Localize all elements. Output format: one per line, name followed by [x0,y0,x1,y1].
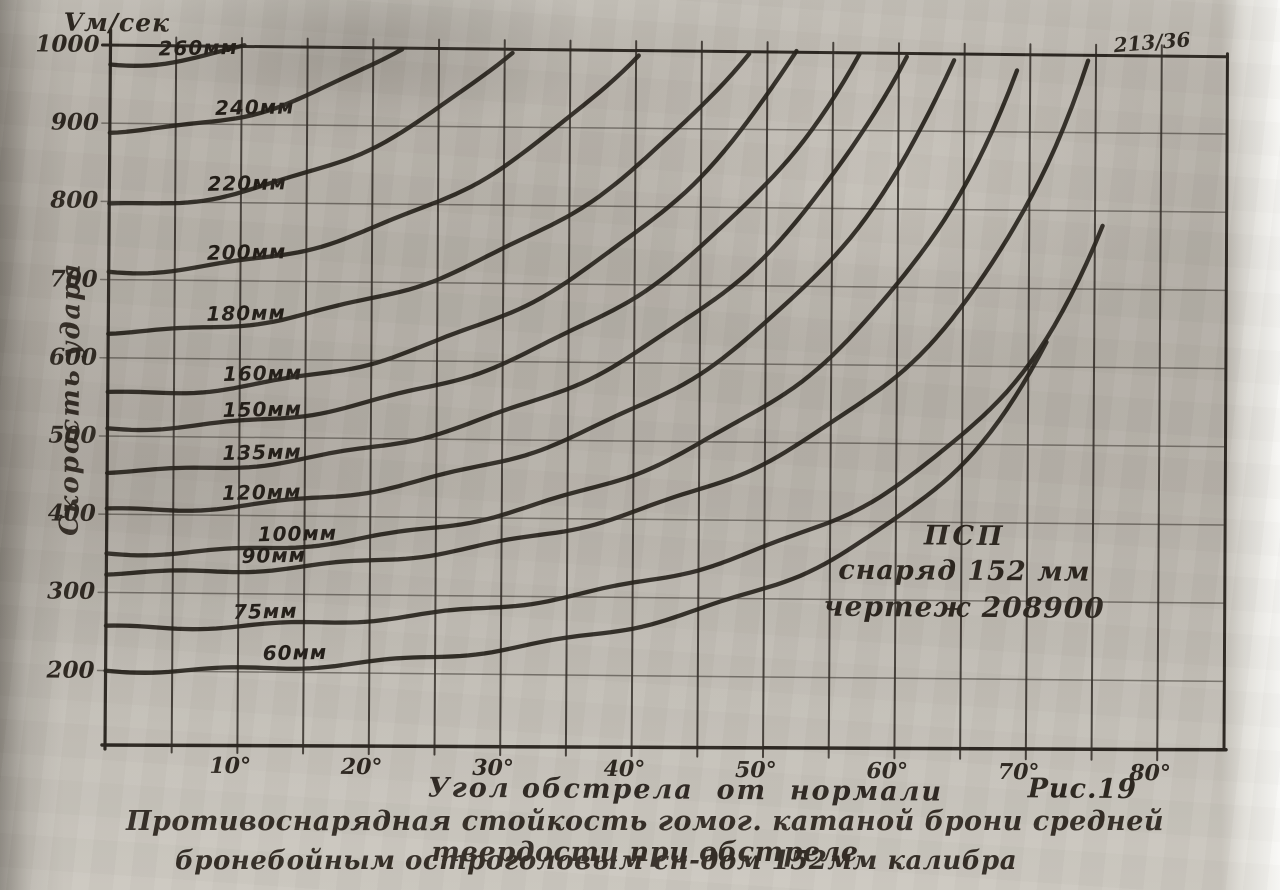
armor-curve-75мм [103,223,1105,632]
grid-line [100,743,1228,752]
grid-line [1090,43,1098,761]
curve-label-240мм: 240мм [214,94,295,120]
grid-line [499,39,506,757]
armor-curve-135мм [104,54,909,476]
grid-line [1156,44,1163,762]
annotation-line-psp: ПСП [923,520,1006,553]
armor-curve-260мм [108,43,247,68]
grid-line [433,38,441,756]
curve-label-180мм: 180мм [206,300,287,326]
y-tick-1000: 1000 [35,30,100,58]
grid-line [1222,52,1229,752]
grid-line [100,43,1229,59]
armor-curve-150мм [105,52,862,433]
grid-line [98,513,1225,526]
grid-line [761,41,769,759]
grid-line [302,37,309,755]
curve-label-120мм: 120мм [221,479,302,505]
caption-line-2: бронебойным остроголовым сн-дом 152мм ка… [175,846,1018,876]
grid-line [959,42,966,760]
grid-line [893,42,901,760]
grid-line [630,40,638,758]
y-tick-800: 800 [50,186,99,215]
grid-line [696,40,703,758]
figure-number: Рис.19 [1027,773,1138,806]
caption-line-1: Противоснарядная стойкость гомог. катано… [125,806,1165,868]
grid-line [99,356,1226,370]
armor-curve-160мм [105,48,799,396]
grid-line [827,41,835,759]
curve-label-60мм: 60мм [262,640,328,666]
y-tick-600: 600 [48,343,98,371]
curve-label-160мм: 160мм [222,360,303,387]
x-axis-title: Угол обстрела от нормали [427,772,944,808]
curve-label-135мм: 135мм [222,439,303,466]
armor-curve-180мм [106,51,752,336]
grid-line [101,122,1228,135]
y-tick-900: 900 [50,108,99,137]
armor-curve-100мм [104,68,1020,558]
annotation-line-drawing: чертеж 208900 [823,589,1105,625]
y-tick-400: 400 [47,499,96,528]
curve-label-90мм: 90мм [241,542,307,568]
grid-line [564,39,572,757]
curve-label-75мм: 75мм [232,598,298,624]
armor-curve-240мм [107,47,405,135]
grid-line [236,37,243,755]
armor-curve-60мм [103,339,1049,675]
grid-line [98,435,1226,448]
y-tick-200: 200 [46,656,95,684]
armor-curve-220мм [107,50,515,206]
grid-line [1024,43,1032,761]
grid-line [367,38,375,756]
grid-line [100,200,1227,213]
x-tick-10°: 10° [209,752,252,780]
armor-curve-90мм [104,58,1091,577]
y-tick-700: 700 [49,265,98,293]
armor-curve-200мм [106,53,641,276]
grid-line [99,278,1227,292]
x-tick-20°: 20° [340,753,383,781]
grid-line [96,669,1224,683]
grid-line [97,591,1224,604]
annotation-line-shell: снаряд 152 мм [838,554,1091,588]
y-tick-300: 300 [47,577,96,606]
curve-label-200мм: 200мм [206,238,287,265]
y-tick-500: 500 [48,421,97,449]
curve-label-260мм: 260мм [158,34,239,61]
shell-annotation: ПСП снаряд 152 мм чертеж 208900 [809,520,1120,625]
curve-label-220мм: 220мм [207,170,288,197]
armor-curve-120мм [104,58,957,513]
grid-line [103,28,113,751]
curve-label-150мм: 150мм [222,395,303,422]
